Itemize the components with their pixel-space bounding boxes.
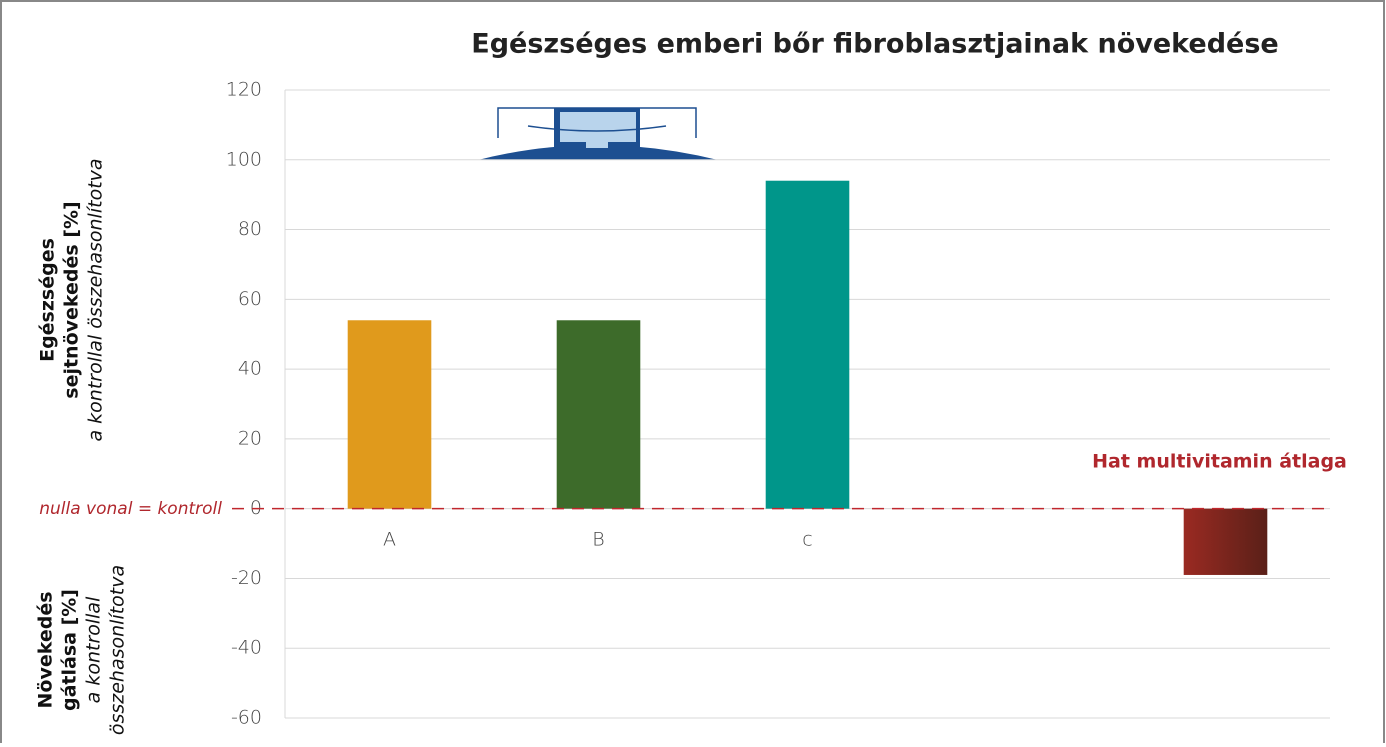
y-tick-label: -20 [231,567,262,589]
chart-title: Egészséges emberi bőr fibroblasztjainak … [471,29,1278,60]
y-tick-label: -40 [231,637,262,659]
y-tick-label: 60 [238,288,262,310]
bar [1184,509,1268,575]
y-label: Növekedés [35,591,57,708]
y-tick-label: 100 [226,148,262,170]
y-tick-label: 80 [238,218,262,240]
y-label: Egészséges [37,238,59,362]
y-label-note: a kontrollal [83,596,105,703]
y-label: gátlása [%] [59,589,81,711]
logo [478,108,718,160]
y-label: sejtnövekedés [%] [61,201,83,398]
category-label: Hat multivitamin átlaga [1092,451,1347,473]
x-tick-label: c [802,529,812,551]
y-tick-label: 40 [238,358,262,380]
chart: Egészséges emberi bőr fibroblasztjainak … [0,0,1386,743]
x-tick-label: A [383,529,396,551]
annotation: nulla vonal = kontroll [39,499,222,519]
x-tick-label: B [592,529,604,551]
y-tick-label: 120 [226,79,262,101]
bar [348,320,432,508]
bar [557,320,641,508]
y-tick-label: -60 [231,707,262,729]
y-label-note: összehasonlítotva [107,565,129,735]
y-label-note: a kontrollal összehasonlítotva [85,158,107,441]
bar [766,181,850,509]
frame [1,1,1384,743]
y-tick-label: 20 [238,427,262,449]
